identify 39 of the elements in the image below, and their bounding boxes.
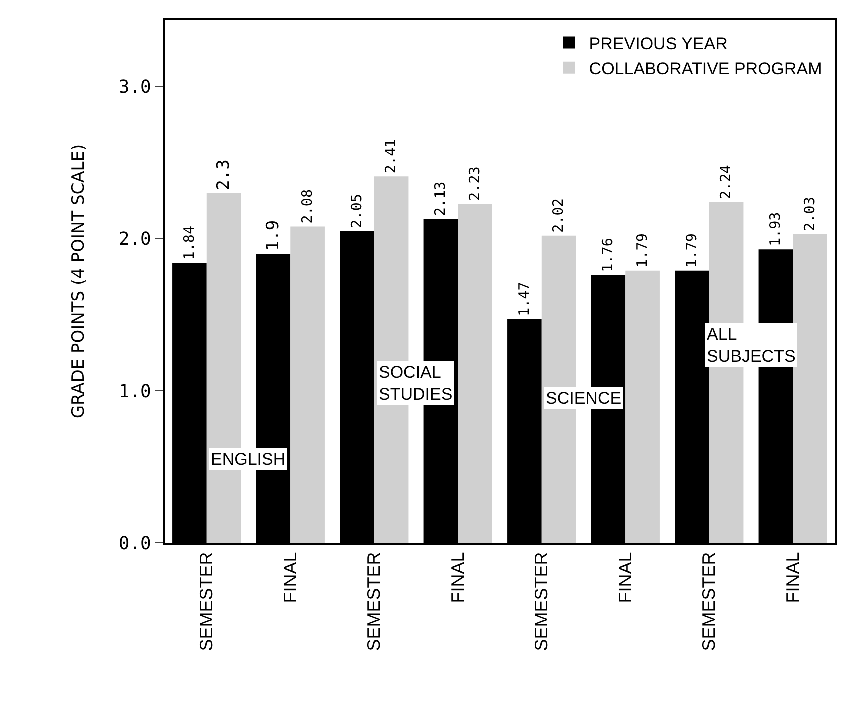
x-tick-label: SEMESTER xyxy=(364,552,384,652)
data-label: 2.41 xyxy=(384,139,400,174)
data-label: 1.76 xyxy=(600,238,617,272)
x-tick-label: SEMESTER xyxy=(196,552,217,652)
y-axis-title: GRADE POINTS (4 POINT SCALE) xyxy=(68,144,89,419)
x-tick-label: SEMESTER xyxy=(532,552,552,652)
y-tick-label: 2.0 xyxy=(118,229,152,250)
annotation: ENGLISH xyxy=(211,450,286,469)
annotation: SOCIAL STUDIES xyxy=(379,363,453,404)
x-tick-label: FINAL xyxy=(448,552,468,604)
x-tick-label: SEMESTER xyxy=(699,552,720,652)
data-label: 2.05 xyxy=(349,194,366,228)
data-label: 2.3 xyxy=(214,160,234,190)
data-label: 2.13 xyxy=(433,182,450,216)
bar xyxy=(458,204,492,543)
annotation: SCIENCE xyxy=(546,389,622,408)
data-label: 2.08 xyxy=(300,189,316,224)
y-tick-label: 0.0 xyxy=(118,533,152,554)
x-tick-label: FINAL xyxy=(615,552,636,604)
bar xyxy=(290,226,325,543)
x-tick-label: FINAL xyxy=(280,552,300,604)
data-label: 2.02 xyxy=(551,198,568,233)
annotation: ALL SUBJECTS xyxy=(707,325,796,366)
y-tick-label: 1.0 xyxy=(118,381,152,402)
legend-label: PREVIOUS YEAR xyxy=(589,34,728,54)
data-label: 2.03 xyxy=(802,197,818,232)
bar xyxy=(626,270,660,543)
data-label: 1.84 xyxy=(182,226,198,260)
data-label: 1.79 xyxy=(634,234,651,268)
data-label: 2.23 xyxy=(467,166,484,201)
bar xyxy=(793,234,828,543)
data-label: 1.9 xyxy=(263,220,284,252)
y-tick-label: 3.0 xyxy=(118,77,152,98)
data-label: 1.47 xyxy=(516,282,533,317)
data-label: 2.24 xyxy=(718,165,735,200)
data-label: 1.93 xyxy=(768,212,784,247)
legend-label: COLLABORATIVE PROGRAM xyxy=(589,60,822,79)
data-label: 1.79 xyxy=(684,234,700,268)
x-tick-label: FINAL xyxy=(782,552,803,604)
